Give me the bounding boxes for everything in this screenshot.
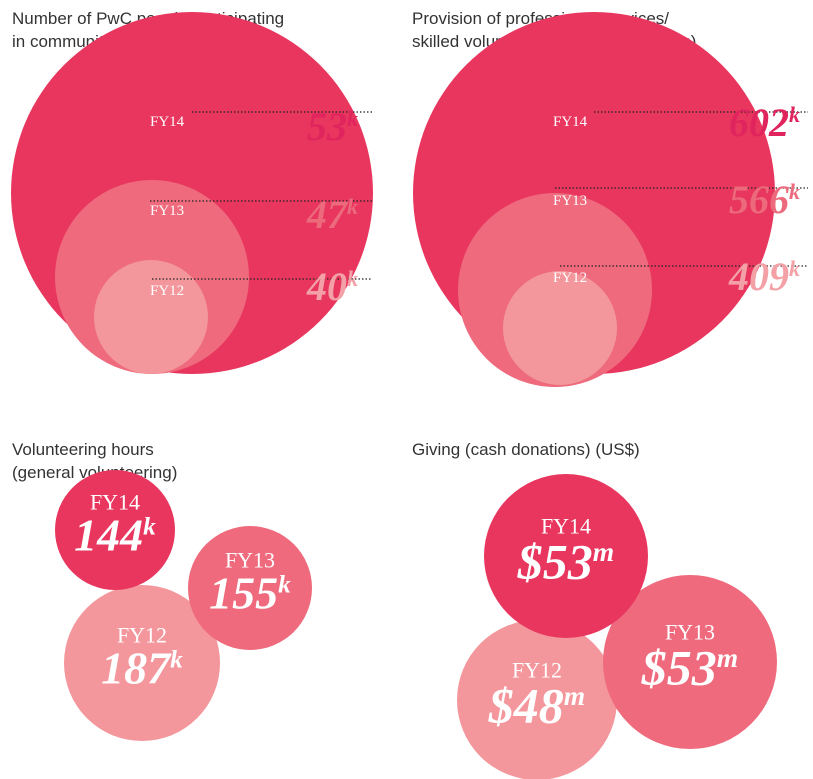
value-number: 566 xyxy=(729,177,789,222)
value-number: 40 xyxy=(306,264,347,309)
chart-title: Volunteering hours xyxy=(12,440,154,459)
value-prefix: $ xyxy=(488,678,514,734)
value-label: $53m xyxy=(641,640,738,696)
bubble xyxy=(603,575,777,749)
category-label: FY13 xyxy=(150,203,184,219)
category-label: FY12 xyxy=(150,283,184,299)
value-label: 155k xyxy=(209,568,291,619)
value-unit: k xyxy=(347,194,358,219)
bubble xyxy=(94,260,208,374)
value-prefix: $ xyxy=(641,640,667,696)
bubble xyxy=(64,585,220,741)
value-number: 53 xyxy=(307,104,347,149)
bubble xyxy=(503,271,617,385)
category-label: FY14 xyxy=(90,489,140,514)
value-label: 602k xyxy=(729,100,800,145)
category-label: FY14 xyxy=(541,514,591,539)
value-label: 144k xyxy=(74,510,156,561)
value-number: 409 xyxy=(728,254,789,299)
value-label: 47k xyxy=(306,192,358,237)
value-label: $48m xyxy=(488,678,585,734)
value-label: $53m xyxy=(517,534,614,590)
value-number: 155 xyxy=(209,568,278,619)
value-unit: m xyxy=(564,680,585,711)
category-label: FY12 xyxy=(117,622,167,647)
value-unit: k xyxy=(278,571,291,599)
value-unit: k xyxy=(789,256,800,281)
value-label: 187k xyxy=(101,643,183,694)
category-label: FY14 xyxy=(553,114,588,130)
category-label: FY13 xyxy=(553,193,587,209)
value-unit: m xyxy=(593,536,614,567)
value-number: 53 xyxy=(667,640,717,696)
chart-title: Giving (cash donations) (US$) xyxy=(412,440,640,459)
value-label: 409k xyxy=(728,254,800,299)
value-unit: k xyxy=(789,179,800,204)
value-unit: m xyxy=(717,642,738,673)
value-label: 40k xyxy=(306,264,358,309)
value-number: 48 xyxy=(513,678,564,734)
value-unit: k xyxy=(347,106,358,131)
category-label: FY13 xyxy=(225,547,275,572)
value-number: 187 xyxy=(101,643,172,694)
bubble xyxy=(55,470,175,590)
value-unit: k xyxy=(347,266,358,291)
chart: Giving (cash donations) (US$)FY12$48mFY1… xyxy=(412,440,777,779)
value-unit: k xyxy=(170,646,183,674)
value-unit: k xyxy=(789,102,800,127)
bubble xyxy=(457,620,617,779)
value-label: 53k xyxy=(307,104,358,149)
category-label: FY12 xyxy=(553,270,587,286)
value-number: 47 xyxy=(306,192,349,237)
chart: Volunteering hours(general volunteering)… xyxy=(12,440,312,741)
category-label: FY14 xyxy=(150,114,185,130)
bubble xyxy=(484,474,648,638)
value-prefix: $ xyxy=(517,534,543,590)
value-number: 53 xyxy=(543,534,593,590)
category-label: FY12 xyxy=(512,658,562,683)
bubble xyxy=(188,526,312,650)
value-unit: k xyxy=(143,513,156,541)
value-number: 144 xyxy=(74,510,143,561)
value-number: 602 xyxy=(729,100,789,145)
chart: Provision of professional services/skill… xyxy=(412,9,808,387)
value-label: 566k xyxy=(729,177,800,222)
category-label: FY13 xyxy=(665,620,715,645)
chart: Number of PwC people participatingin com… xyxy=(11,9,373,374)
